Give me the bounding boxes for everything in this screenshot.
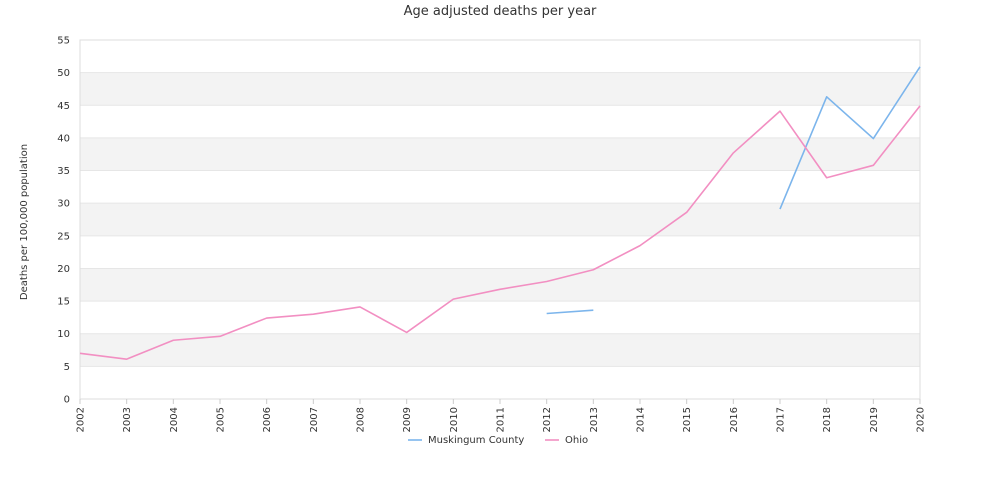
x-tick-label: 2004 bbox=[169, 407, 180, 432]
y-tick-label: 45 bbox=[57, 101, 70, 112]
legend-label: Muskingum County bbox=[428, 435, 524, 446]
chart-title: Age adjusted deaths per year bbox=[404, 4, 597, 19]
legend-item[interactable]: Muskingum County bbox=[408, 435, 524, 446]
grid-band bbox=[80, 72, 920, 106]
grid-band bbox=[80, 268, 920, 302]
grid-bands bbox=[80, 72, 920, 367]
x-tick-label: 2009 bbox=[402, 407, 413, 432]
y-tick-label: 0 bbox=[64, 395, 70, 406]
x-tick-label: 2012 bbox=[542, 407, 553, 432]
series-ohio bbox=[79, 105, 921, 360]
y-tick-label: 40 bbox=[57, 133, 70, 144]
x-tick-label: 2017 bbox=[776, 407, 787, 432]
x-tick-label: 2003 bbox=[122, 407, 133, 432]
x-tick-label: 2015 bbox=[682, 407, 693, 432]
y-tick-label: 20 bbox=[57, 264, 70, 275]
y-tick-label: 10 bbox=[57, 329, 70, 340]
legend: Muskingum County Ohio bbox=[408, 435, 588, 446]
x-tick-label: 2010 bbox=[449, 407, 460, 432]
series-line bbox=[79, 105, 921, 360]
grid-band bbox=[80, 137, 920, 171]
y-axis-label: Deaths per 100,000 population bbox=[19, 144, 30, 300]
grid-band bbox=[80, 203, 920, 236]
y-tick-label: 25 bbox=[57, 231, 70, 242]
y-tick-label: 15 bbox=[57, 297, 70, 308]
x-tick-label: 2008 bbox=[356, 407, 367, 432]
y-tick-label: 30 bbox=[57, 199, 70, 210]
series-line bbox=[546, 309, 594, 315]
x-tick-label: 2006 bbox=[262, 407, 273, 432]
x-tick-label: 2020 bbox=[916, 407, 927, 432]
x-tick-label: 2007 bbox=[309, 407, 320, 432]
x-tick-label: 2002 bbox=[76, 407, 87, 432]
y-tick-label: 50 bbox=[57, 68, 70, 79]
x-tick-label: 2018 bbox=[822, 407, 833, 432]
x-tick-label: 2016 bbox=[729, 407, 740, 432]
x-tick-label: 2011 bbox=[496, 407, 507, 432]
grid-band bbox=[80, 333, 920, 367]
series-muskingum-county bbox=[546, 66, 921, 315]
x-axis-ticks: 2002 2003 2004 2005 2006 2007 2008 2009 2010 2011… bbox=[76, 399, 927, 432]
series-layer bbox=[79, 66, 921, 360]
series-line bbox=[779, 66, 921, 210]
x-tick-label: 2014 bbox=[636, 407, 647, 432]
y-tick-label: 5 bbox=[64, 362, 70, 373]
y-axis-ticks: 0 5 10 15 20 25 30 35 40 45 50 55 bbox=[57, 36, 70, 406]
legend-item[interactable]: Ohio bbox=[545, 435, 588, 446]
x-tick-label: 2005 bbox=[216, 407, 227, 432]
y-tick-label: 35 bbox=[57, 166, 70, 177]
x-tick-label: 2019 bbox=[869, 407, 880, 432]
legend-label: Ohio bbox=[565, 435, 588, 446]
y-tick-label: 55 bbox=[57, 36, 70, 47]
x-tick-label: 2013 bbox=[589, 407, 600, 432]
